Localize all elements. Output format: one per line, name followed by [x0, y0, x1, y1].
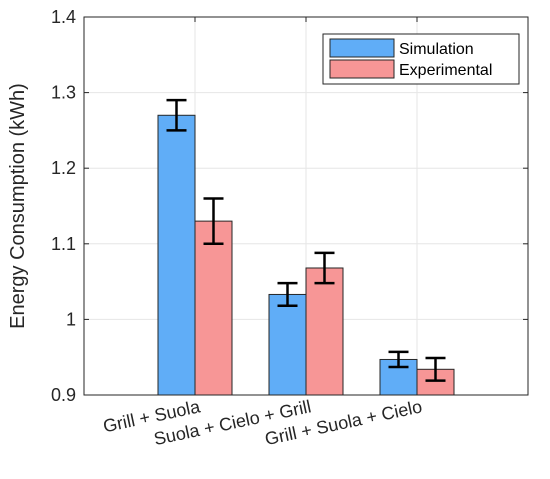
legend-label: Experimental	[399, 62, 492, 79]
y-tick-label: 1	[66, 309, 76, 329]
y-tick-label: 1.4	[51, 7, 76, 27]
bar	[305, 267, 344, 396]
y-tick-label: 1.2	[51, 158, 76, 178]
y-tick-label: 1.3	[51, 83, 76, 103]
legend-swatch	[329, 59, 395, 79]
error-bars-group	[166, 98, 446, 382]
bar	[157, 114, 196, 396]
y-axis-ticks: 0.9 1 1.1 1.2 1.3 1.4	[51, 7, 528, 405]
y-tick-label: 1.1	[51, 234, 76, 254]
bar	[268, 293, 307, 396]
legend: Simulation Experimental	[322, 33, 520, 85]
y-tick-label: 0.9	[51, 385, 76, 405]
legend-swatch	[329, 38, 395, 58]
y-axis-label: Energy Consumption (kWh)	[7, 83, 29, 329]
bar	[194, 220, 233, 396]
legend-label: Simulation	[399, 41, 474, 58]
